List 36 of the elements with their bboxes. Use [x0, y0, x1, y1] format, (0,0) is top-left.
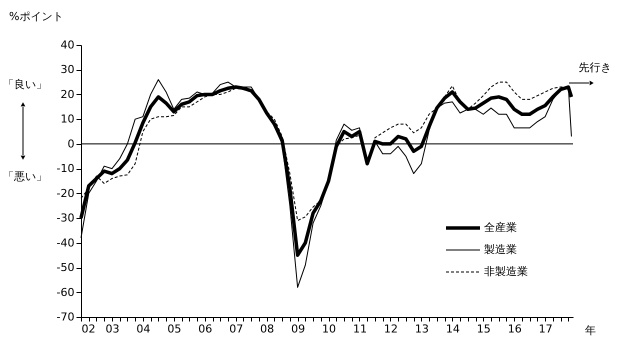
x-tick-label: 02 [82, 322, 96, 336]
x-tick-label: 03 [105, 322, 120, 336]
y-tick-label: 20 [60, 88, 74, 101]
y-tick-label: 10 [60, 112, 74, 126]
x-tick-label: 11 [352, 322, 367, 336]
y-tick-label: -70 [56, 310, 74, 324]
text: 先行き [578, 61, 612, 74]
x-axis-title: 年 [585, 324, 596, 337]
x-tick-label: 15 [476, 322, 491, 336]
y-tick-label: 30 [60, 63, 74, 76]
y-tick-label: -30 [56, 212, 74, 225]
y-tick-label: -40 [56, 236, 74, 250]
x-tick-label: 09 [291, 322, 306, 336]
x-tick-label: 10 [322, 322, 336, 336]
x-tick-label: 07 [229, 322, 244, 336]
y-tick-label: -50 [56, 261, 74, 274]
y-tick-label: -60 [56, 286, 74, 299]
text: 「悪い」 [3, 170, 47, 183]
y-tick-label: 0 [68, 137, 74, 150]
text: 「良い」 [3, 78, 47, 91]
x-tick-label: 13 [414, 322, 429, 336]
x-tick-label: 14 [446, 322, 460, 336]
legend-label: 製造業 [484, 243, 517, 256]
y-tick-label: -10 [56, 162, 74, 176]
x-tick-label: 12 [384, 322, 398, 336]
y-tick-label: -20 [56, 186, 74, 200]
y-axis-title: %ポイント [9, 10, 64, 23]
x-tick-label: 06 [198, 322, 212, 336]
legend-label: 全産業 [484, 221, 517, 234]
x-tick-label: 04 [136, 322, 150, 336]
x-tick-label: 08 [260, 322, 274, 336]
x-tick-label: 05 [167, 322, 182, 336]
y-tick-label: 40 [60, 38, 74, 52]
x-tick-label: 16 [508, 322, 522, 336]
x-tick-label: 17 [538, 322, 553, 336]
legend-label: 非製造業 [484, 265, 528, 278]
